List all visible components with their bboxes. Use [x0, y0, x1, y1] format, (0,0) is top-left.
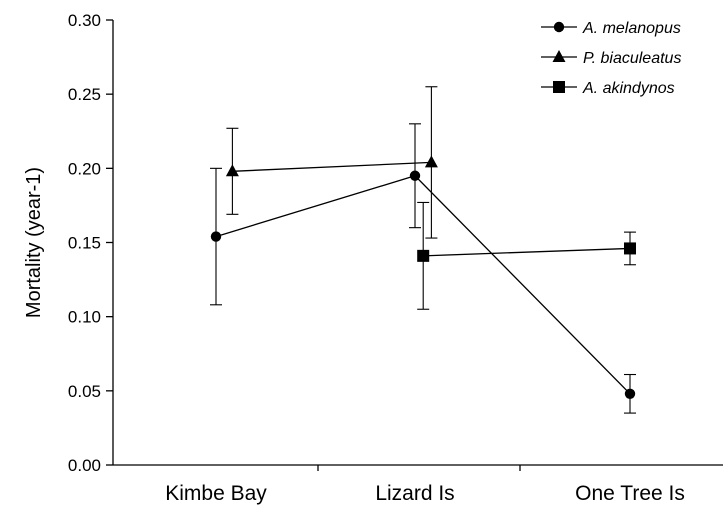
- series-circle: [210, 123, 636, 414]
- series-line: [232, 161, 432, 172]
- series-line: [423, 247, 631, 257]
- data-point: [424, 155, 438, 168]
- data-point: [225, 164, 239, 177]
- x-tick-label: Kimbe Bay: [165, 482, 267, 505]
- legend-label: P. biaculeatus: [583, 50, 681, 67]
- legend-item: A. akindynos: [541, 80, 675, 97]
- y-tick-label: 0.05: [68, 382, 101, 401]
- y-tick-label: 0.10: [68, 308, 101, 327]
- data-point: [624, 242, 636, 255]
- legend-item: P. biaculeatus: [541, 50, 681, 67]
- legend-marker: [552, 50, 566, 62]
- data-point: [409, 170, 421, 181]
- y-tick-label: 0.30: [68, 11, 101, 30]
- legend-marker: [553, 81, 565, 93]
- y-tick-label: 0.25: [68, 85, 101, 104]
- legend: A. melanopus P. biaculeatus A. akindynos: [541, 20, 681, 97]
- series-triangle: [225, 86, 438, 239]
- data-point: [417, 249, 430, 262]
- y-tick-label: 0.15: [68, 234, 101, 253]
- legend-marker: [553, 21, 565, 33]
- legend-item: A. melanopus: [541, 20, 681, 37]
- legend-label: A. melanopus: [582, 20, 681, 37]
- data-point: [210, 231, 222, 242]
- x-tick-label: One Tree Is: [575, 482, 685, 505]
- series-square: [417, 201, 636, 310]
- data-point: [624, 388, 636, 399]
- axes: 0.00 0.05 0.10 0.15 0.20 0.25 0.30 Kimbe Bay Liz…: [68, 11, 723, 505]
- legend-label: A. akindynos: [582, 80, 675, 97]
- x-tick-label: Lizard Is: [375, 482, 454, 505]
- y-axis-title: Mortality (year-1): [23, 167, 45, 318]
- y-tick-label: 0.20: [68, 159, 101, 178]
- series-layer: [210, 86, 636, 414]
- y-tick-label: 0.00: [68, 456, 101, 475]
